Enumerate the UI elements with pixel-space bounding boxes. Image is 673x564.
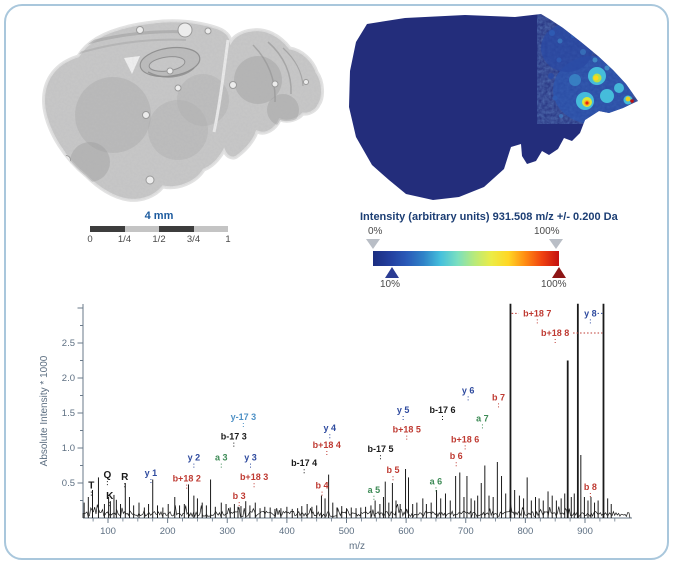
scale-bar-segment <box>124 226 159 232</box>
peak-annotation: b-17 4 <box>291 458 317 468</box>
scale-bar-segment <box>90 226 125 232</box>
peak-annotation: b 4 <box>316 481 329 491</box>
colorbar-gradient <box>373 251 559 266</box>
peak-annotation: b 5 <box>386 465 399 475</box>
peak-annotation: y 8 <box>584 308 597 318</box>
histology-tissue-texture <box>43 20 323 201</box>
spectrum-axes: 0.5 1.0 1.5 2.0 2.5 100 200 300 400 500 600 700 800 9… <box>39 304 632 552</box>
x-tick-label: 500 <box>339 526 355 537</box>
peak-annotation: b-17 5 <box>367 444 393 454</box>
peak-annotation: b+18 5 <box>393 425 421 435</box>
x-tick-label: 800 <box>517 526 533 537</box>
scale-bar-tick-label: 0 <box>87 234 93 245</box>
x-tick-label: 400 <box>279 526 295 537</box>
peak-annotation: T <box>88 481 94 492</box>
scale-bar-track <box>90 226 228 232</box>
peak-annotation: K <box>106 491 114 502</box>
peak-annotation: a 6 <box>430 476 443 486</box>
peak-annotation: b+18 6 <box>451 434 479 444</box>
peak-annotation: y 3 <box>244 453 257 463</box>
scale-bar-label: 4 mm <box>144 210 174 222</box>
colorbar-high-threshold-label: 100% <box>541 279 567 290</box>
scale-bar-segment <box>159 226 194 232</box>
peak-annotation: R <box>121 472 129 483</box>
peak-annotation: y 1 <box>145 468 158 478</box>
msi-heatmap-image <box>349 14 638 200</box>
peak-annotation: b+18 2 <box>173 474 201 484</box>
peak-annotation: y 4 <box>324 423 337 433</box>
histology-image <box>42 19 324 202</box>
scale-bar-tick-label: 1 <box>225 234 231 245</box>
colorbar-title: Intensity (arbitrary units) 931.508 m/z … <box>360 211 618 223</box>
x-tick-label: 300 <box>219 526 235 537</box>
intensity-colorbar: Intensity (arbitrary units) 931.508 m/z … <box>356 211 656 297</box>
peak-annotation: Q <box>104 470 112 481</box>
colorbar-low-threshold-label: 10% <box>380 279 401 290</box>
x-axis-title: m/z <box>349 541 365 552</box>
colorbar-min-marker-icon[interactable] <box>366 239 380 249</box>
peak-annotation: b-17 3 <box>221 432 247 442</box>
msi-hotspot-region <box>537 14 638 124</box>
y-axis-title: Absolute Intensity * 1000 <box>39 355 50 466</box>
x-tick-label: 600 <box>398 526 414 537</box>
peak-annotation: a 5 <box>368 485 381 495</box>
peak-annotation: b 6 <box>450 451 463 461</box>
peak-annotation: y 2 <box>188 453 201 463</box>
y-tick-label: 2.0 <box>62 373 75 384</box>
peak-annotation: b 3 <box>233 491 246 501</box>
colorbar-low-threshold-marker-icon[interactable] <box>385 267 399 278</box>
scale-bar-tick-labels: 0 1/4 1/2 3/4 1 <box>87 234 231 246</box>
mass-spectrum-chart: 0.5 1.0 1.5 2.0 2.5 100 200 300 400 500 600 700 800 9… <box>39 303 632 552</box>
y-tick-label: 1.5 <box>62 408 75 419</box>
y-tick-label: 1.0 <box>62 443 75 454</box>
peak-annotation: b+18 4 <box>313 440 341 450</box>
scale-bar-tick-label: 1/2 <box>152 234 166 245</box>
scale-bar-segment <box>193 226 228 232</box>
colorbar-high-threshold-marker-icon[interactable] <box>552 267 566 278</box>
scale-bar-tick-label: 3/4 <box>186 234 201 245</box>
peak-annotation: a 3 <box>215 453 228 463</box>
peak-annotation: y-17 3 <box>231 412 257 422</box>
x-tick-label: 900 <box>577 526 593 537</box>
scale-bar-tick-label: 1/4 <box>117 234 132 245</box>
peak-annotation: y 6 <box>462 385 475 395</box>
scale-bar: 4 mm 0 1/4 1/2 3/4 1 <box>84 210 234 250</box>
peak-annotation: b+18 3 <box>240 472 268 482</box>
y-tick-label: 2.5 <box>62 338 75 349</box>
peak-annotation: a 7 <box>476 413 489 423</box>
x-tick-label: 100 <box>100 526 116 537</box>
peak-annotation: y 5 <box>397 405 410 415</box>
peak-annotation: b+18 8 <box>541 328 569 338</box>
peak-annotation: b 8 <box>584 482 597 492</box>
y-tick-label: 0.5 <box>62 478 75 489</box>
peak-annotation: b 7 <box>492 392 505 402</box>
x-tick-label: 200 <box>160 526 176 537</box>
peak-annotation: b-17 6 <box>429 405 455 415</box>
colorbar-max-label: 100% <box>534 226 560 237</box>
peak-annotation: b+18 7 <box>523 308 551 318</box>
x-tick-label: 700 <box>458 526 474 537</box>
colorbar-max-marker-icon[interactable] <box>549 239 563 249</box>
colorbar-min-label: 0% <box>368 226 383 237</box>
spectrum-peaks <box>83 303 612 518</box>
